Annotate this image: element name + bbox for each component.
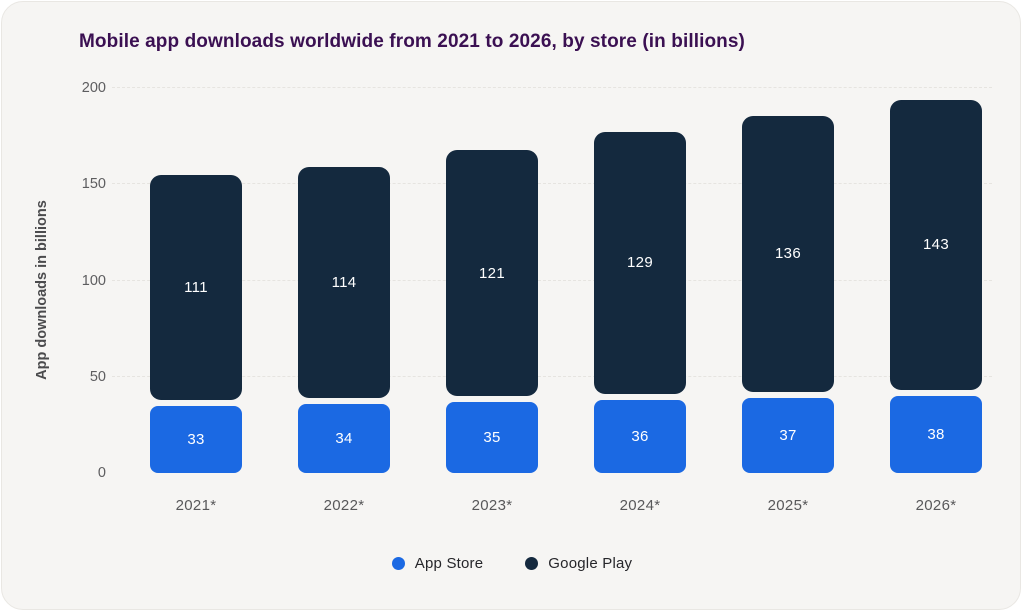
bar-segment-app-store: 34 [298,403,390,473]
x-axis-label-2026: 2026* [915,497,957,514]
bar-2024: 36 129 [594,132,686,473]
y-tick-label-50: 50 [89,368,106,385]
y-tick-label-150: 150 [81,176,106,193]
bar-segment-google-play: 136 [742,115,834,392]
y-tick-label-100: 100 [81,272,106,289]
gridline-50 [112,375,992,377]
bar-2026: 38 143 [890,99,982,473]
bar-2022: 34 114 [298,166,390,473]
x-axis-label-2025: 2025* [767,497,809,514]
x-axis-label-2022: 2022* [323,497,365,514]
bar-segment-google-play: 129 [594,132,686,394]
bar-2023: 35 121 [446,150,538,473]
bar-value-label: 34 [335,429,353,447]
bar-value-label: 136 [775,245,801,263]
y-tick-label-0: 0 [97,465,106,481]
legend-dot-icon [391,557,405,570]
bar-value-label: 36 [631,427,649,445]
legend-dot-icon [525,557,539,570]
bar-value-label: 121 [479,264,505,282]
plot-area: 33 111 34 114 35 121 36 129 37 136 38 143 [112,87,992,473]
gridline-200 [112,87,992,88]
legend-label: App Store [414,555,484,572]
bar-value-label: 143 [923,236,949,254]
x-axis-label-2021: 2021* [175,497,217,514]
gridline-100 [112,279,992,281]
x-axis-label-2023: 2023* [471,497,513,514]
bar-2021: 33 111 [150,174,242,473]
bar-value-label: 129 [627,254,653,272]
bar-segment-app-store: 38 [890,395,982,473]
chart-title: Mobile app downloads worldwide from 2021… [79,31,745,52]
bar-segment-google-play: 114 [298,166,390,398]
bar-segment-app-store: 35 [446,401,538,473]
legend-label: Google Play [548,555,633,572]
bar-segment-google-play: 121 [446,150,538,396]
bar-value-label: 38 [927,425,945,443]
bar-segment-app-store: 36 [594,399,686,473]
bar-value-label: 37 [779,426,797,444]
bar-segment-app-store: 37 [742,397,834,473]
bar-value-label: 111 [184,278,208,296]
bar-value-label: 33 [187,431,205,448]
x-axis-label-2024: 2024* [619,497,661,514]
bar-segment-app-store: 33 [150,406,242,473]
y-tick-label-200: 200 [81,80,106,96]
bar-value-label: 114 [331,273,357,291]
bar-value-label: 35 [483,428,501,446]
bar-segment-google-play: 111 [150,174,242,401]
gridline-150 [112,183,992,185]
legend-item-google-play: Google Play [525,555,632,572]
legend: App Store Google Play [2,555,1022,572]
bar-segment-google-play: 143 [890,99,982,390]
bar-2025: 37 136 [742,115,834,473]
legend-item-app-store: App Store [391,555,484,572]
